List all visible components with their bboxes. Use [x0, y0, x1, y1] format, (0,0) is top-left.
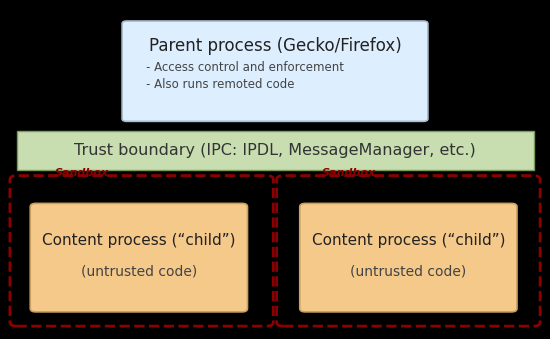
FancyBboxPatch shape: [10, 176, 273, 326]
Text: Parent process (Gecko/Firefox): Parent process (Gecko/Firefox): [148, 37, 402, 55]
Text: Sandbox: Sandbox: [55, 168, 109, 178]
FancyBboxPatch shape: [122, 21, 428, 121]
Text: (untrusted code): (untrusted code): [350, 264, 466, 278]
Text: Trust boundary (IPC: IPDL, MessageManager, etc.): Trust boundary (IPC: IPDL, MessageManage…: [74, 142, 476, 158]
Text: Sandbox: Sandbox: [322, 168, 376, 178]
Text: Content process (“child”): Content process (“child”): [312, 233, 505, 248]
Text: - Also runs remoted code: - Also runs remoted code: [146, 78, 294, 91]
FancyBboxPatch shape: [300, 203, 517, 312]
Bar: [16, 131, 534, 170]
Text: (untrusted code): (untrusted code): [81, 264, 197, 278]
Text: Content process (“child”): Content process (“child”): [42, 233, 235, 248]
Text: - Access control and enforcement: - Access control and enforcement: [146, 61, 344, 74]
FancyBboxPatch shape: [277, 176, 540, 326]
FancyBboxPatch shape: [30, 203, 248, 312]
